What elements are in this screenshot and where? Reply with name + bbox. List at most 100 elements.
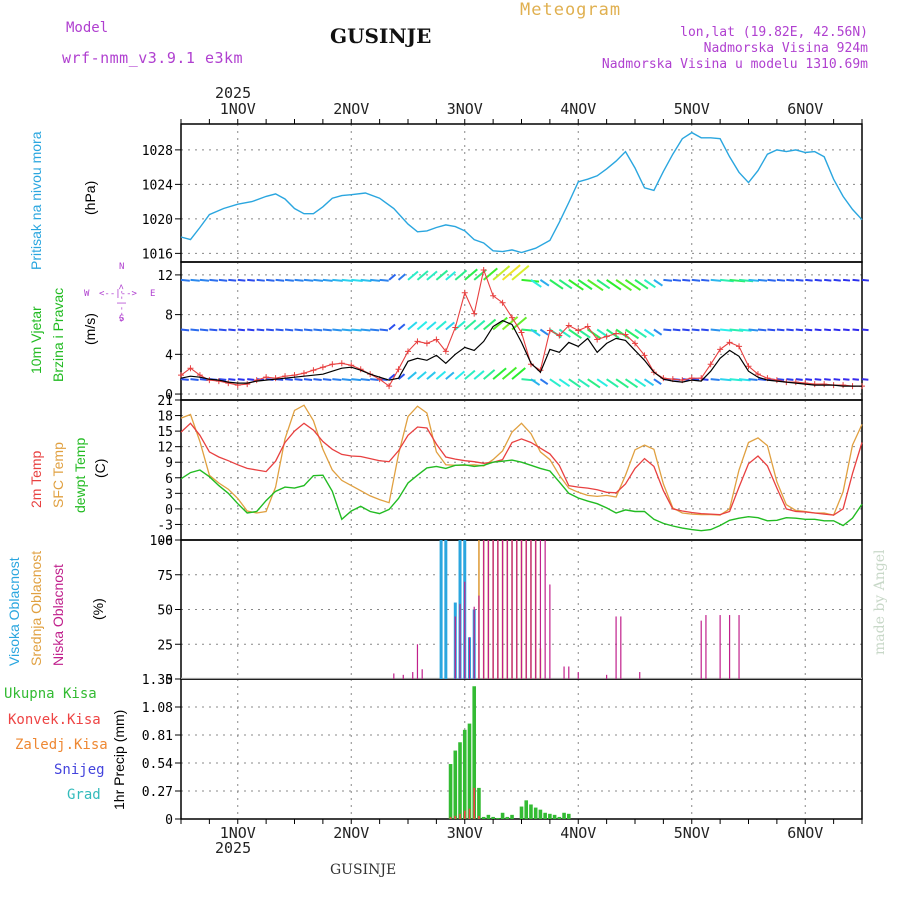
gust-marker	[594, 336, 601, 343]
wind-barb	[511, 264, 530, 281]
wind-barb	[483, 369, 496, 380]
cloud-bar	[535, 540, 537, 679]
y-tick-label: 1.08	[142, 701, 173, 716]
wind-barb	[303, 278, 314, 282]
gust-marker	[802, 380, 809, 387]
precip-bar	[496, 817, 500, 819]
wind-barb	[682, 278, 691, 282]
wind-barb	[464, 369, 476, 380]
wind-barb	[757, 278, 768, 282]
y-tick-label: 75	[157, 569, 173, 584]
wind-barb	[180, 328, 190, 332]
gust-marker	[546, 327, 553, 334]
gust-marker	[584, 323, 591, 330]
wind-speed-line	[180, 319, 862, 387]
wind-barb	[624, 328, 640, 340]
wind-barb	[568, 279, 584, 291]
y-tick-label: 0.81	[142, 729, 173, 744]
wind-barb	[776, 378, 785, 381]
gust-marker	[518, 329, 525, 336]
wind-barb	[824, 328, 832, 332]
wind-barb	[577, 378, 590, 388]
wind-barb	[341, 378, 352, 382]
wind-barb	[530, 328, 541, 337]
wind-barb	[861, 328, 869, 332]
wind-barb	[218, 378, 227, 381]
wind-barb	[558, 279, 573, 290]
cloud-bar	[728, 615, 731, 679]
gust-marker	[811, 381, 818, 388]
gust-marker	[840, 382, 847, 389]
gust-marker	[736, 343, 743, 350]
gust-marker	[717, 346, 724, 353]
wind-barb	[303, 328, 313, 332]
y-tick-label: 1024	[142, 178, 173, 193]
y-tick-label: 0.27	[142, 785, 173, 800]
wind-barb	[653, 279, 664, 287]
day-label-top: 2NOV	[333, 100, 369, 118]
gust-marker	[603, 333, 610, 340]
wind-barb	[615, 279, 632, 292]
y-tick-label: 4	[165, 348, 173, 363]
wind-barb	[426, 270, 438, 281]
wind-barb	[445, 371, 455, 380]
gust-marker	[726, 339, 733, 346]
gust-marker	[414, 338, 421, 345]
precip-bar	[562, 812, 566, 819]
wind-barb	[464, 268, 478, 281]
cloud-bar	[487, 540, 489, 679]
y-tick-label: 100	[150, 534, 173, 549]
wind-barb	[332, 378, 342, 382]
cloud-bar	[563, 666, 565, 679]
year-label-bottom: 2025	[215, 839, 252, 857]
precip-bar	[505, 816, 510, 819]
wind-barb	[351, 328, 362, 332]
precip-bar	[472, 686, 477, 819]
wind-barb	[786, 328, 794, 332]
wind-barb	[701, 278, 710, 282]
wind-barb	[397, 373, 406, 380]
precip-bar	[458, 742, 462, 819]
wind-barb	[833, 328, 841, 332]
y-tick-label: 0.54	[142, 757, 173, 772]
wind-barb	[341, 328, 352, 332]
wind-barb	[275, 328, 284, 332]
wind-barb	[379, 328, 389, 332]
wind-barb	[558, 378, 571, 387]
cloud-bar	[520, 540, 523, 679]
wind-barb	[748, 328, 759, 332]
wind-barb	[209, 328, 218, 332]
compass-west: W	[84, 289, 90, 299]
wind-barb	[786, 378, 794, 381]
gust-marker	[461, 289, 468, 296]
cloud-bar	[620, 616, 622, 679]
wind-barb	[370, 378, 379, 381]
precip-bar	[449, 816, 452, 819]
wind-barb	[691, 328, 700, 332]
y-tick-label: 3	[165, 487, 173, 502]
wind-barb	[672, 278, 682, 282]
wind-barb	[795, 278, 804, 282]
wind-barb	[587, 378, 601, 389]
cloud-bar	[506, 540, 508, 679]
wind-barb	[275, 278, 285, 282]
cloud-bar	[459, 603, 461, 679]
cloud-bar	[416, 644, 419, 679]
precip-bar	[538, 809, 543, 819]
wind-barb	[426, 371, 436, 380]
precip-bar	[500, 812, 505, 819]
wind-barb	[653, 378, 662, 385]
cloud-bar	[544, 540, 546, 679]
y-tick-label: 1028	[142, 144, 173, 159]
wind-barb	[379, 278, 389, 282]
wind-barb	[237, 278, 246, 282]
legend-conv-rain: Konvek.Kisa	[8, 712, 101, 728]
precip-bar	[454, 815, 457, 819]
wind-barb	[416, 371, 427, 380]
y-tick-label: 12	[157, 441, 173, 456]
wind-barb	[814, 278, 822, 282]
wind-barb	[587, 279, 604, 292]
wind-barb	[370, 328, 380, 332]
wind-barb	[454, 320, 466, 331]
day-label-bottom: 4NOV	[560, 824, 596, 842]
